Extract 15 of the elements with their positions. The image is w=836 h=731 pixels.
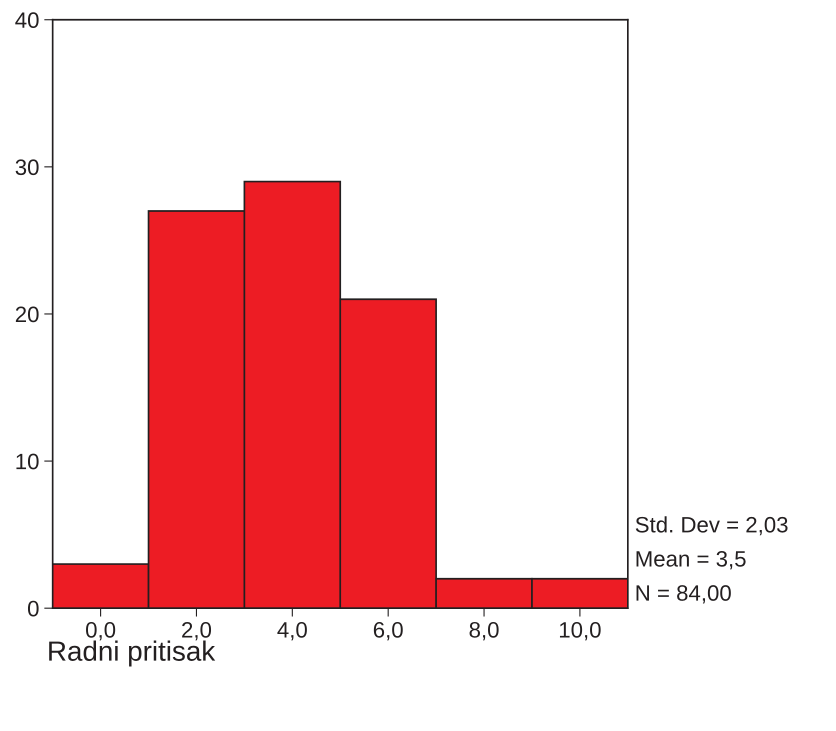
text: Mean = 3,5 <box>636 550 746 570</box>
text: N = 84,00 <box>636 585 731 604</box>
x-tick-label: 10,0 <box>560 622 601 640</box>
x-tick-label: 0,0 <box>86 622 116 640</box>
x-tick-label: 8,0 <box>470 622 499 640</box>
text: Std. Dev = 2,03 <box>636 516 788 536</box>
x-tick-label: 6,0 <box>374 622 403 640</box>
x-tick-label: 4,0 <box>277 622 307 640</box>
y-tick-label: 20 <box>16 306 39 322</box>
y-tick-label: 30 <box>16 159 39 176</box>
x-tick-label: 2,0 <box>182 622 212 640</box>
y-tick-label: 10 <box>16 454 39 470</box>
y-tick-label: 0 <box>28 600 39 616</box>
x-axis-title: Radni pritisak <box>49 640 216 666</box>
y-tick-label: 40 <box>15 12 39 28</box>
